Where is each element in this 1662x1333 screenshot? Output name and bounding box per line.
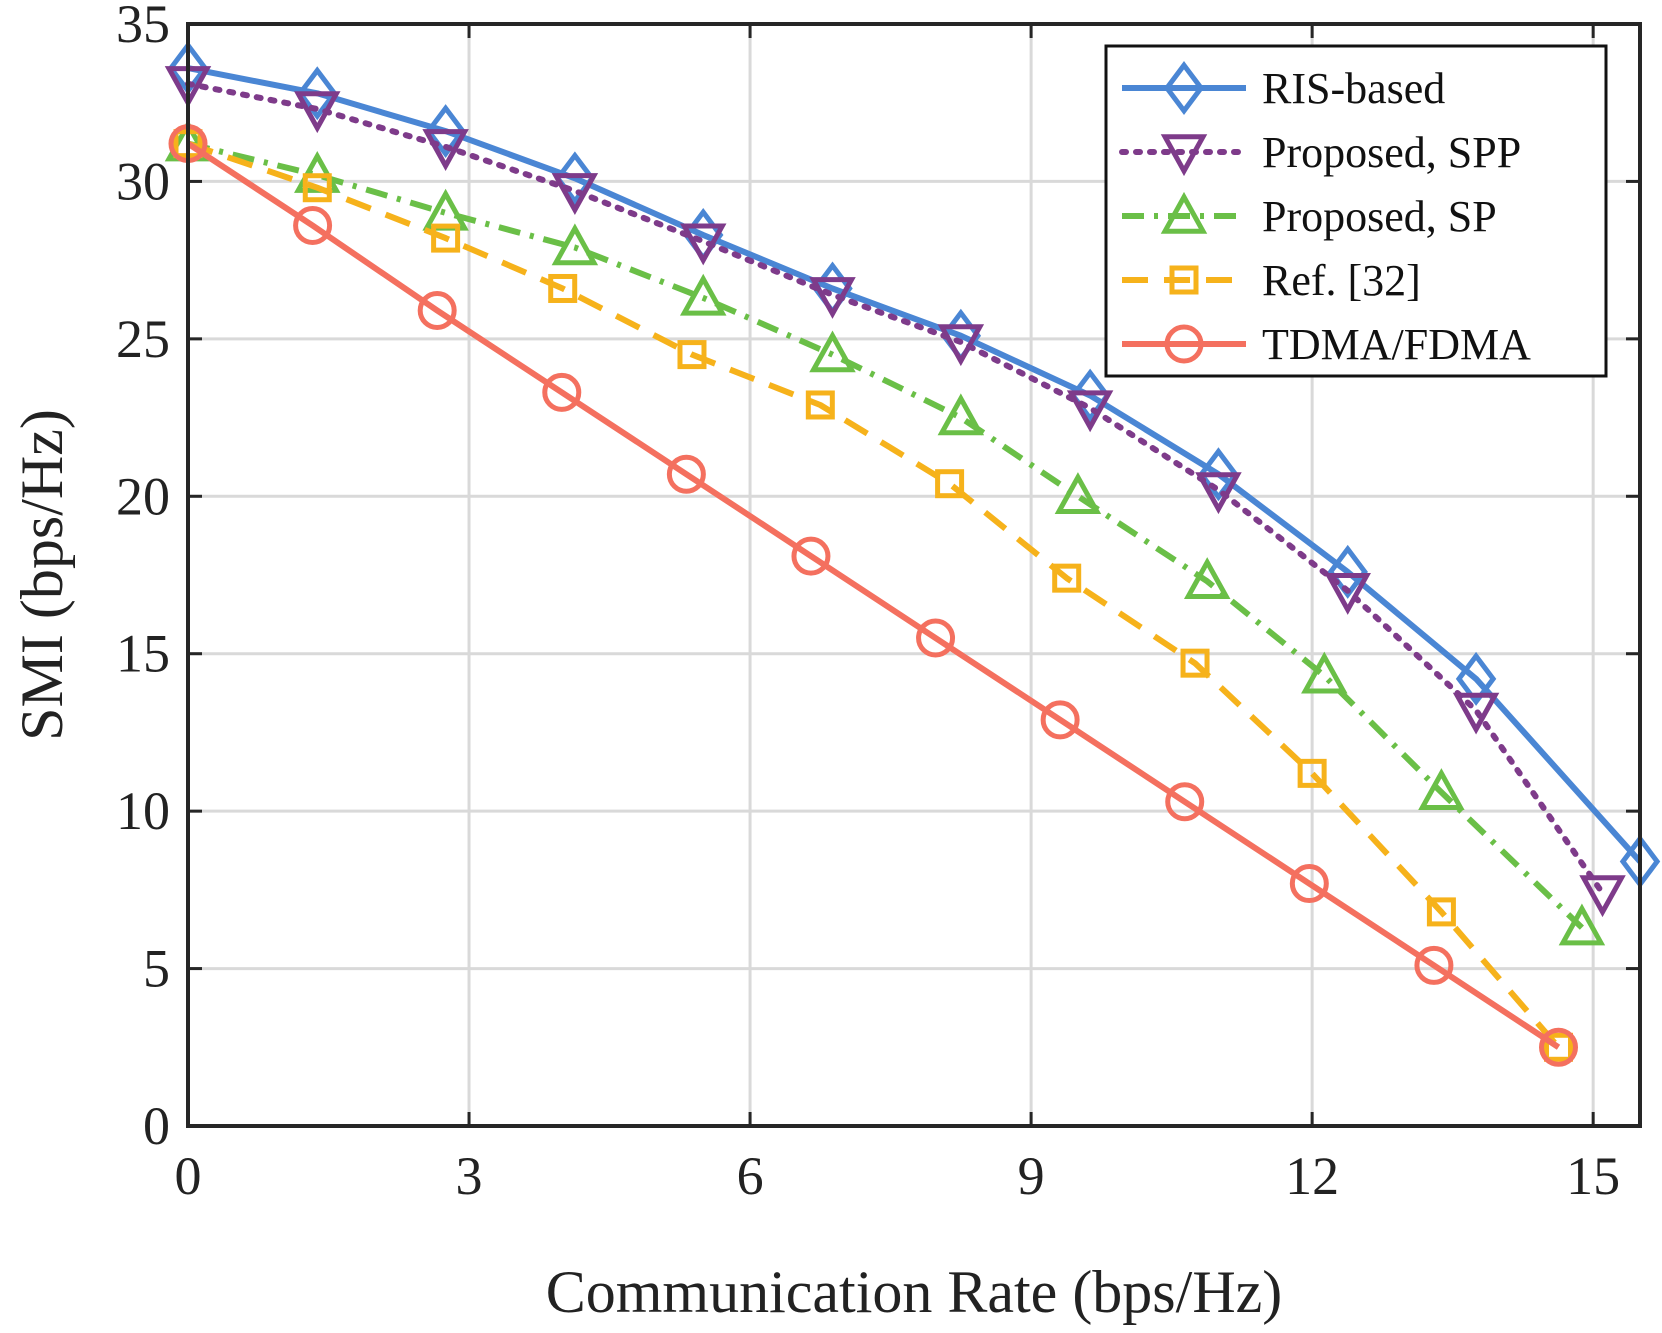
data-point-proposed-sp bbox=[1418, 768, 1465, 810]
data-point-proposed-spp bbox=[1452, 692, 1500, 735]
data-point-proposed-spp bbox=[809, 277, 856, 319]
data-point-tdma-fdma bbox=[293, 206, 333, 246]
x-tick-label: 15 bbox=[1566, 1146, 1620, 1206]
x-tick-label: 3 bbox=[456, 1146, 483, 1206]
data-point-tdma-fdma bbox=[1040, 700, 1080, 740]
plot-frame bbox=[186, 22, 1642, 1128]
legend-label-proposed-spp: Proposed, SPP bbox=[1262, 128, 1521, 177]
data-point-ref-32 bbox=[548, 273, 578, 303]
legend-label-ref-32: Ref. [32] bbox=[1262, 256, 1421, 305]
x-tick-label: 0 bbox=[175, 1146, 202, 1206]
data-point-ris-based bbox=[1327, 544, 1368, 599]
data-point-proposed-spp bbox=[679, 223, 727, 266]
data-point-tdma-fdma bbox=[916, 618, 956, 658]
series-line-ris-based bbox=[187, 65, 1643, 864]
y-tick-label: 35 bbox=[116, 0, 170, 54]
series-line-ref-32 bbox=[187, 140, 1561, 1050]
series-proposed-spp bbox=[164, 66, 1626, 918]
data-point-proposed-sp bbox=[1558, 903, 1606, 946]
legend-label-tdma-fdma: TDMA/FDMA bbox=[1262, 320, 1531, 369]
data-point-ref-32 bbox=[677, 340, 707, 370]
legend-marker-tdma-fdma bbox=[1164, 324, 1204, 364]
data-point-proposed-spp bbox=[422, 129, 469, 171]
series-layer bbox=[164, 41, 1661, 1067]
data-point-proposed-sp bbox=[1054, 472, 1102, 514]
x-tick-label: 12 bbox=[1285, 1146, 1339, 1206]
axis-ticks: 0 3 6 9 12 15 0 5 10 15 20 25 30 35 bbox=[116, 0, 1640, 1206]
data-point-ref-32 bbox=[1544, 1032, 1574, 1062]
data-point-proposed-spp bbox=[937, 324, 985, 367]
data-point-ris-based bbox=[297, 66, 338, 121]
data-point-tdma-fdma bbox=[1414, 945, 1454, 985]
series-line-proposed-sp bbox=[187, 140, 1584, 930]
series-ref-32 bbox=[173, 129, 1574, 1062]
data-point-tdma-fdma bbox=[791, 536, 831, 576]
data-point-ref-32 bbox=[805, 390, 835, 420]
legend-marker-ris-based bbox=[1163, 61, 1205, 115]
x-tick-label: 9 bbox=[1018, 1146, 1045, 1206]
data-point-proposed-spp bbox=[551, 173, 599, 216]
legend: RIS-based Proposed, SPP Proposed, SP Ref. [… bbox=[1104, 44, 1608, 378]
y-tick-label: 25 bbox=[116, 309, 170, 369]
data-point-proposed-spp bbox=[1324, 573, 1371, 615]
data-point-ref-32 bbox=[302, 173, 332, 203]
data-point-ris-based bbox=[425, 104, 466, 159]
data-point-proposed-sp bbox=[809, 330, 856, 373]
data-point-tdma-fdma bbox=[1289, 864, 1329, 904]
data-point-proposed-sp bbox=[551, 223, 599, 266]
legend-label-proposed-sp: Proposed, SP bbox=[1262, 192, 1497, 241]
x-tick-label: 6 bbox=[737, 1146, 764, 1206]
data-point-proposed-spp bbox=[1579, 875, 1626, 918]
data-point-ris-based bbox=[1069, 368, 1111, 423]
data-point-ref-32 bbox=[1426, 897, 1456, 927]
data-point-proposed-sp bbox=[1183, 557, 1231, 599]
data-point-proposed-spp bbox=[1195, 472, 1242, 515]
data-point-proposed-spp bbox=[1066, 390, 1114, 433]
y-tick-label: 30 bbox=[116, 151, 170, 211]
legend-marker-proposed-spp bbox=[1160, 134, 1208, 177]
data-point-proposed-spp bbox=[294, 91, 341, 134]
y-tick-label: 5 bbox=[143, 939, 170, 999]
y-tick-label: 0 bbox=[143, 1096, 170, 1156]
data-point-proposed-sp bbox=[422, 188, 469, 231]
data-point-proposed-sp bbox=[679, 273, 727, 316]
data-point-ref-32 bbox=[431, 223, 461, 253]
legend-label-ris-based: RIS-based bbox=[1262, 64, 1445, 113]
data-point-ref-32 bbox=[935, 469, 965, 499]
y-tick-label: 10 bbox=[116, 781, 170, 841]
data-point-ref-32 bbox=[1297, 758, 1327, 788]
data-point-tdma-fdma bbox=[1539, 1027, 1579, 1067]
data-point-tdma-fdma bbox=[417, 291, 457, 331]
data-point-ris-based bbox=[1198, 447, 1239, 502]
data-point-ref-32 bbox=[1052, 563, 1082, 593]
data-point-tdma-fdma bbox=[1165, 782, 1205, 822]
data-point-tdma-fdma bbox=[666, 454, 706, 494]
series-tdma-fdma bbox=[168, 124, 1579, 1067]
y-axis-title: SMI (bps/Hz) bbox=[9, 409, 75, 741]
data-point-tdma-fdma bbox=[542, 372, 582, 412]
data-point-proposed-sp bbox=[1301, 651, 1348, 694]
legend-marker-ref-32 bbox=[1169, 265, 1199, 295]
series-line-proposed-spp bbox=[185, 80, 1606, 896]
series-line-tdma-fdma bbox=[186, 141, 1561, 1050]
data-point-proposed-sp bbox=[937, 393, 985, 436]
data-point-ref-32 bbox=[1180, 648, 1210, 678]
legend-marker-proposed-sp bbox=[1160, 191, 1208, 234]
y-tick-label: 20 bbox=[116, 466, 170, 526]
data-point-ris-based bbox=[554, 151, 596, 206]
x-axis-title: Communication Rate (bps/Hz) bbox=[546, 1259, 1283, 1325]
y-tick-label: 15 bbox=[116, 624, 170, 684]
data-point-ris-based bbox=[1455, 651, 1497, 706]
